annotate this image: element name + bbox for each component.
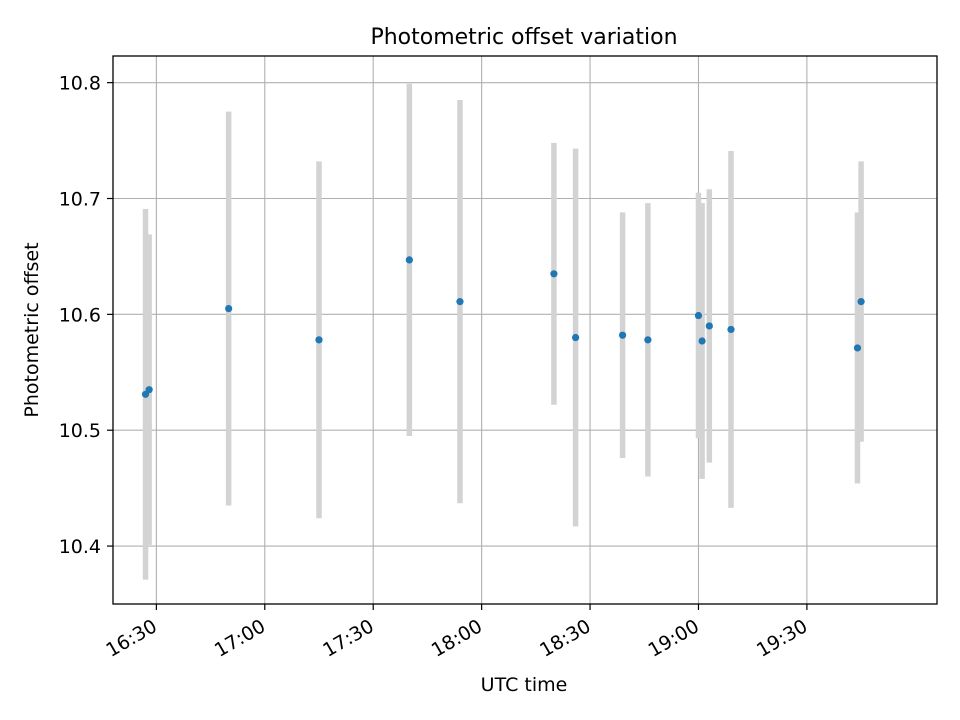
grid-lines xyxy=(113,56,937,604)
data-point xyxy=(550,270,558,278)
data-point xyxy=(705,322,713,330)
y-tick-label: 10.6 xyxy=(59,304,101,326)
x-tick-label: 18:30 xyxy=(536,615,594,661)
x-tick-label: 19:30 xyxy=(753,615,811,661)
y-tick-label: 10.8 xyxy=(59,73,101,95)
error-bars xyxy=(142,83,864,580)
data-points xyxy=(141,256,865,398)
data-point xyxy=(694,311,703,320)
data-point xyxy=(315,336,323,344)
x-tick-label: 16:30 xyxy=(102,615,160,661)
data-point xyxy=(456,298,464,306)
data-point xyxy=(225,304,233,313)
data-point xyxy=(857,298,865,306)
data-point xyxy=(405,256,413,264)
x-tick-label: 17:00 xyxy=(211,615,269,661)
x-axis-label: UTC time xyxy=(481,674,568,696)
x-tick-label: 17:30 xyxy=(319,615,377,661)
x-tick-label: 18:00 xyxy=(428,615,486,661)
data-point xyxy=(618,331,627,339)
chart-title: Photometric offset variation xyxy=(370,25,677,50)
data-point xyxy=(853,344,862,352)
data-point xyxy=(571,333,580,342)
y-tick-label: 10.5 xyxy=(59,420,101,442)
data-point xyxy=(644,336,652,344)
data-point xyxy=(698,337,706,345)
x-tick-label: 19:00 xyxy=(645,615,703,661)
data-point xyxy=(727,325,735,334)
data-point xyxy=(145,386,153,394)
y-axis-label: Photometric offset xyxy=(21,242,43,417)
y-tick-label: 10.7 xyxy=(59,189,101,211)
y-tick-label: 10.4 xyxy=(59,536,101,558)
plot-frame xyxy=(112,55,938,605)
